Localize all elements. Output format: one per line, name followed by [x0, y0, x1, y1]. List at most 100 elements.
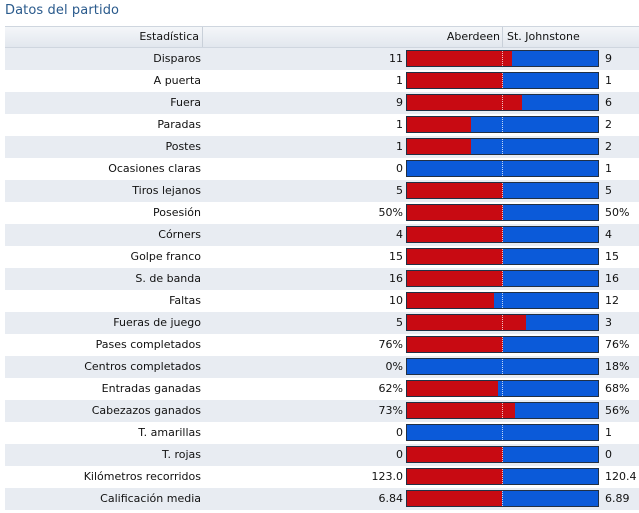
bar-midline — [502, 117, 503, 132]
home-bar-fill — [407, 95, 522, 110]
stat-label: Entradas ganadas — [101, 382, 201, 395]
stat-row: Tiros lejanos 5 5 — [5, 180, 639, 202]
away-value: 76% — [605, 338, 630, 351]
comparison-bar — [406, 248, 599, 265]
bar-midline — [502, 359, 503, 374]
bar-midline — [502, 491, 503, 506]
stat-label: T. amarillas — [138, 426, 201, 439]
stat-label: Ocasiones claras — [108, 162, 201, 175]
stat-label: Tiros lejanos — [132, 184, 201, 197]
home-bar-fill — [407, 117, 471, 132]
bar-midline — [502, 447, 503, 462]
home-value: 0 — [396, 448, 403, 461]
comparison-bar — [406, 50, 599, 67]
stat-row: Posesión 50% 50% — [5, 202, 639, 224]
home-value: 11 — [389, 52, 403, 65]
away-value: 120.4 — [605, 470, 637, 483]
home-value: 5 — [396, 316, 403, 329]
stat-row: Fuera 9 6 — [5, 92, 639, 114]
bar-midline — [502, 469, 503, 484]
home-bar-fill — [407, 73, 503, 88]
home-value: 5 — [396, 184, 403, 197]
comparison-bar — [406, 490, 599, 507]
stat-label: S. de banda — [135, 272, 201, 285]
home-bar-fill — [407, 491, 502, 506]
away-value: 2 — [605, 140, 612, 153]
comparison-bar — [406, 270, 599, 287]
home-bar-fill — [407, 139, 471, 154]
stat-label: Córners — [158, 228, 201, 241]
stat-row: T. amarillas 0 1 — [5, 422, 639, 444]
bar-midline — [502, 205, 503, 220]
bar-midline — [502, 293, 503, 308]
stat-label: Posesión — [153, 206, 201, 219]
stat-row: Postes 1 2 — [5, 136, 639, 158]
comparison-bar — [406, 292, 599, 309]
home-bar-fill — [407, 205, 503, 220]
home-value: 0 — [396, 162, 403, 175]
comparison-bar — [406, 402, 599, 419]
stats-table: Disparos 11 9 A puerta 1 1 Fuera 9 6 Paradas 1 2 Pos… — [5, 48, 639, 510]
away-value: 4 — [605, 228, 612, 241]
stat-row: Entradas ganadas 62% 68% — [5, 378, 639, 400]
stat-row: Fueras de juego 5 3 — [5, 312, 639, 334]
stat-row: Córners 4 4 — [5, 224, 639, 246]
comparison-bar — [406, 204, 599, 221]
away-value: 9 — [605, 52, 612, 65]
home-value: 1 — [396, 118, 403, 131]
away-value: 0 — [605, 448, 612, 461]
bar-midline — [502, 381, 503, 396]
home-bar-fill — [407, 271, 503, 286]
home-value: 16 — [389, 272, 403, 285]
table-header: Estadística Aberdeen St. Johnstone — [5, 26, 639, 48]
home-value: 73% — [378, 404, 403, 417]
away-value: 1 — [605, 426, 612, 439]
stat-row: Cabezazos ganados 73% 56% — [5, 400, 639, 422]
panel-title: Datos del partido — [5, 3, 120, 18]
home-value: 1 — [396, 140, 403, 153]
header-stat-column[interactable]: Estadística — [5, 27, 203, 47]
stat-row: Golpe franco 15 15 — [5, 246, 639, 268]
stat-row: Kilómetros recorridos 123.0 120.4 — [5, 466, 639, 488]
bar-midline — [502, 337, 503, 352]
bar-midline — [502, 425, 503, 440]
home-value: 10 — [389, 294, 403, 307]
home-value: 76% — [378, 338, 403, 351]
home-value: 6.84 — [378, 492, 404, 505]
home-value: 0 — [396, 426, 403, 439]
bar-midline — [502, 95, 503, 110]
home-value: 1 — [396, 74, 403, 87]
home-bar-fill — [407, 447, 503, 462]
away-value: 3 — [605, 316, 612, 329]
comparison-bar — [406, 160, 599, 177]
stat-row: Disparos 11 9 — [5, 48, 639, 70]
header-away-team[interactable]: St. Johnstone — [507, 30, 580, 43]
away-value: 50% — [605, 206, 630, 219]
stat-label: Cabezazos ganados — [91, 404, 201, 417]
bar-midline — [502, 249, 503, 264]
stat-label: Centros completados — [84, 360, 201, 373]
bar-midline — [502, 183, 503, 198]
stat-row: Centros completados 0% 18% — [5, 356, 639, 378]
home-value: 4 — [396, 228, 403, 241]
home-value: 9 — [396, 96, 403, 109]
header-home-team[interactable]: Aberdeen — [203, 27, 503, 47]
home-value: 15 — [389, 250, 403, 263]
away-value: 15 — [605, 250, 619, 263]
home-bar-fill — [407, 337, 503, 352]
away-value: 18% — [605, 360, 630, 373]
bar-midline — [502, 139, 503, 154]
away-value: 5 — [605, 184, 612, 197]
bar-midline — [502, 271, 503, 286]
comparison-bar — [406, 314, 599, 331]
stat-row: Ocasiones claras 0 1 — [5, 158, 639, 180]
comparison-bar — [406, 424, 599, 441]
stat-label: Postes — [165, 140, 201, 153]
away-value: 2 — [605, 118, 612, 131]
away-value: 68% — [605, 382, 630, 395]
comparison-bar — [406, 226, 599, 243]
stat-row: Faltas 10 12 — [5, 290, 639, 312]
stat-label: Kilómetros recorridos — [83, 470, 201, 483]
away-value: 12 — [605, 294, 619, 307]
comparison-bar — [406, 358, 599, 375]
